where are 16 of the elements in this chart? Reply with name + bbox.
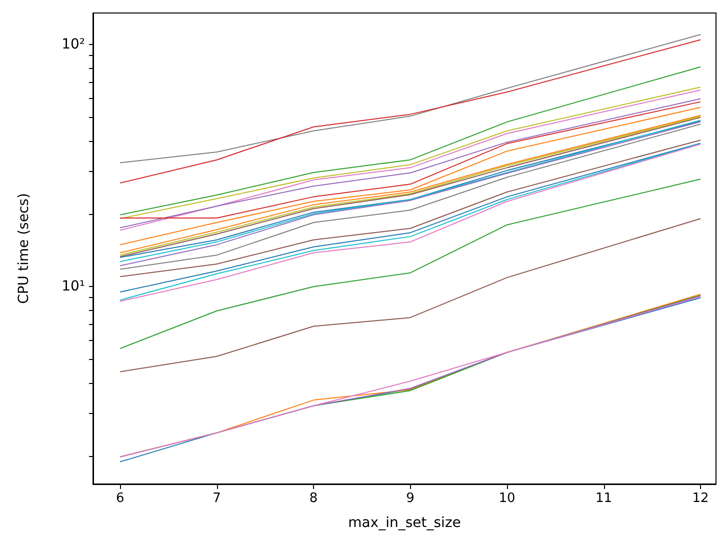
x-tick-label: 10 <box>498 491 516 506</box>
x-tick-label: 7 <box>212 491 221 506</box>
y-tick-label: 10² <box>62 36 85 53</box>
line-series <box>120 39 702 184</box>
line-series <box>120 218 702 372</box>
line-series <box>120 66 702 216</box>
x-tick-label: 9 <box>406 491 414 506</box>
y-axis-title: CPU time (secs) <box>16 193 32 304</box>
line-series <box>120 178 702 350</box>
line-series <box>120 34 702 164</box>
y-tick-label: 10¹ <box>62 278 85 295</box>
x-tick-label: 6 <box>116 491 124 506</box>
x-tick-label: 8 <box>309 491 318 506</box>
x-axis-title: max_in_set_size <box>348 515 461 531</box>
x-tick-label: 11 <box>596 491 612 506</box>
x-tick-label: 12 <box>692 491 709 506</box>
